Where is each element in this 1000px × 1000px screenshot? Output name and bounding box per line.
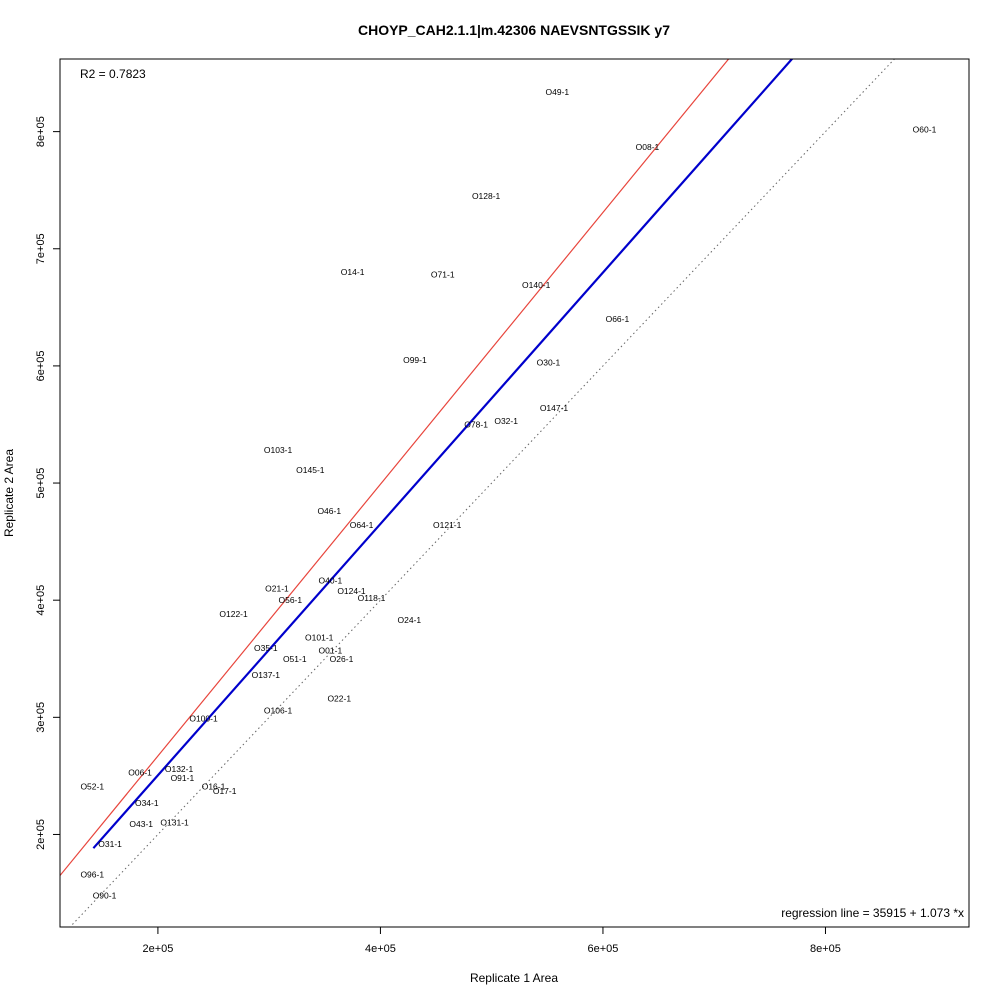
chart-title: CHOYP_CAH2.1.1|m.42306 NAEVSNTGSSIK y7 — [358, 22, 670, 38]
point-label: O122-1 — [219, 609, 248, 619]
point-label: O106-1 — [264, 705, 293, 715]
y-tick-label: 5e+05 — [35, 468, 47, 499]
point-label: O17-1 — [213, 786, 237, 796]
point-label: O71-1 — [431, 270, 455, 280]
point-label: O22-1 — [327, 694, 351, 704]
point-label: O101-1 — [305, 633, 334, 643]
point-label: O32-1 — [494, 416, 518, 426]
point-label: O147-1 — [540, 403, 569, 413]
point-label: O35-1 — [254, 643, 278, 653]
point-label: O14-1 — [341, 267, 365, 277]
point-label: O26-1 — [330, 654, 354, 664]
point-label: O52-1 — [80, 781, 104, 791]
point-label: O91-1 — [171, 773, 195, 783]
point-label: O30-1 — [537, 357, 561, 367]
point-label: O06-1 — [128, 767, 152, 777]
r2-annotation: R2 = 0.7823 — [80, 67, 146, 81]
point-label: O103-1 — [264, 445, 293, 455]
x-axis-label: Replicate 1 Area — [470, 971, 558, 985]
reference-line — [60, 59, 730, 876]
point-label: O140-1 — [522, 280, 551, 290]
point-label: O31-1 — [98, 839, 122, 849]
point-label: O01-1 — [319, 646, 343, 656]
x-tick-label: 2e+05 — [142, 943, 173, 955]
y-axis: 2e+05 3e+05 4e+05 5e+05 6e+05 7e+05 8e+05 — [35, 116, 60, 850]
point-label: O128-1 — [472, 191, 501, 201]
point-label: O131-1 — [160, 818, 189, 828]
point-label: O46-1 — [317, 506, 341, 516]
identity-line — [69, 59, 896, 927]
y-axis-label: Replicate 2 Area — [2, 449, 16, 537]
y-tick-label: 7e+05 — [35, 233, 47, 264]
point-label: O16-1 — [202, 781, 226, 791]
point-label: O99-1 — [403, 355, 427, 365]
point-label: O40-1 — [319, 575, 343, 585]
point-label: O96-1 — [80, 869, 104, 879]
point-label: O78-1 — [464, 419, 488, 429]
point-label: O08-1 — [636, 142, 660, 152]
point-label: O100-1 — [189, 713, 218, 723]
point-label: O121-1 — [433, 520, 462, 530]
point-label: O118-1 — [358, 593, 386, 603]
y-tick-label: 6e+05 — [35, 350, 47, 381]
point-label: O56-1 — [278, 595, 302, 605]
point-label: O49-1 — [546, 87, 570, 97]
x-tick-label: 6e+05 — [587, 943, 618, 955]
point-label: O64-1 — [350, 520, 374, 530]
x-tick-label: 8e+05 — [810, 943, 841, 955]
point-label: O66-1 — [606, 314, 630, 324]
x-axis: 2e+05 4e+05 6e+05 8e+05 — [142, 927, 841, 955]
point-label: O145-1 — [296, 465, 325, 475]
point-labels: O49-1 O60-1 O08-1 O128-1 O14-1 O71-1 O140-1 O66… — [80, 87, 936, 901]
y-tick-label: 2e+05 — [35, 819, 47, 850]
line-layer — [60, 59, 896, 927]
point-label: O51-1 — [283, 654, 307, 664]
point-label: O24-1 — [398, 615, 422, 625]
point-label: O60-1 — [913, 124, 937, 134]
y-tick-label: 8e+05 — [35, 116, 47, 147]
point-label: O90-1 — [93, 890, 117, 900]
point-label: O21-1 — [265, 583, 289, 593]
point-label: O43-1 — [129, 819, 153, 829]
y-tick-label: 4e+05 — [35, 585, 47, 616]
point-label: O124-1 — [337, 586, 366, 596]
x-tick-label: 4e+05 — [365, 943, 396, 955]
point-label: O132-1 — [165, 764, 194, 774]
y-tick-label: 3e+05 — [35, 702, 47, 733]
point-label: O34-1 — [135, 798, 159, 808]
regression-line — [92, 59, 794, 849]
regression-annotation: regression line = 35915 + 1.073 *x — [781, 906, 964, 920]
plot-frame — [59, 58, 970, 928]
point-label: O137-1 — [252, 670, 281, 680]
